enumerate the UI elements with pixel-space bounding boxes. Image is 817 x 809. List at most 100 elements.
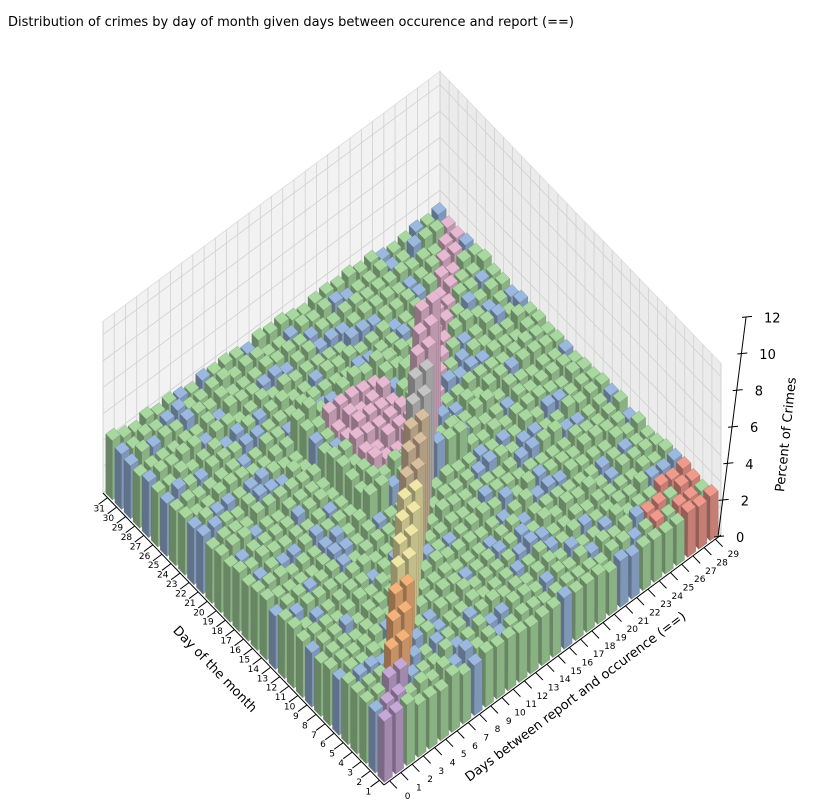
x-tick [279, 685, 290, 694]
x-tick-label: 24 [157, 571, 169, 581]
y-tick [591, 630, 600, 639]
x-tick [270, 676, 281, 684]
x-tick-label: 8 [302, 721, 308, 731]
x-tick-label: 29 [112, 524, 124, 534]
y-tick [625, 605, 634, 614]
y-tick-label: 12 [537, 692, 548, 702]
z-tick [727, 425, 739, 428]
y-tick-label: 26 [694, 575, 706, 585]
x-tick [170, 572, 181, 581]
y-tick-label: 23 [660, 600, 671, 610]
x-tick-label: 20 [193, 608, 205, 618]
y-tick [636, 597, 645, 606]
y-tick-label: 1 [416, 784, 422, 794]
x-tick-label: 3 [347, 769, 353, 779]
x-tick [234, 638, 244, 647]
x-tick-label: 15 [239, 655, 250, 665]
x-tick [161, 563, 172, 571]
ticks: 1234567891011121314151617181920212223242… [94, 311, 781, 801]
y-tick [512, 688, 521, 698]
y-tick-label: 18 [604, 642, 616, 652]
y-tick [389, 780, 398, 789]
x-tick [306, 713, 317, 722]
y-tick [501, 697, 510, 706]
y-tick-label: 9 [506, 717, 512, 727]
x-tick-label: 16 [230, 646, 242, 656]
y-tick [524, 680, 533, 689]
bar-series [105, 202, 719, 783]
y-tick [546, 663, 555, 673]
y-tick [658, 580, 667, 589]
y-tick [703, 547, 712, 556]
x-tick-label: 7 [311, 731, 317, 741]
y-tick [580, 638, 589, 648]
z-tick [718, 498, 729, 501]
x-tick-label: 14 [248, 665, 260, 675]
x-tick [288, 695, 299, 703]
x-tick-label: 13 [257, 674, 268, 684]
z-tick-label: 6 [750, 421, 758, 436]
x-tick-label: 10 [284, 703, 296, 713]
x-tick-label: 18 [211, 627, 223, 637]
x-tick-label: 5 [329, 750, 335, 760]
x-tick [261, 666, 271, 675]
x-tick-label: 19 [202, 618, 214, 628]
z-tick-label: 2 [741, 494, 749, 509]
y-tick-label: 14 [559, 675, 571, 685]
x-tick [361, 770, 371, 778]
z-tick-label: 8 [755, 385, 763, 400]
y-tick-label: 10 [514, 709, 526, 719]
x-tick-label: 28 [121, 533, 133, 543]
y-tick-label: 11 [525, 700, 536, 710]
x-tick-label: 25 [148, 561, 159, 571]
bar [114, 441, 130, 510]
y-tick [400, 772, 409, 781]
y-tick-label: 8 [495, 725, 501, 735]
y-tick-label: 6 [472, 742, 478, 752]
x-tick [125, 525, 136, 534]
x-tick-label: 11 [275, 693, 286, 703]
y-tick [490, 705, 499, 714]
grid-line [102, 189, 722, 483]
z-tick-label: 4 [745, 458, 753, 473]
y-tick [613, 613, 622, 623]
x-tick [243, 648, 253, 656]
chart-title: Distribution of crimes by day of month g… [8, 15, 574, 30]
z-tick [732, 389, 743, 392]
y-tick [692, 555, 701, 564]
y-tick [411, 763, 420, 773]
x-tick [188, 591, 199, 599]
z-tick [741, 315, 753, 318]
y-tick [557, 655, 566, 664]
grid-line [102, 136, 722, 430]
y-tick-label: 16 [582, 659, 594, 669]
bar [377, 708, 393, 783]
z-tick [723, 462, 734, 465]
x-tick-label: 21 [184, 599, 195, 609]
x-tick-label: 26 [139, 552, 151, 562]
y-tick-label: 13 [548, 684, 559, 694]
z-tick-label: 12 [764, 311, 781, 326]
x-tick [179, 582, 190, 590]
y-tick-label: 29 [728, 550, 740, 560]
x-tick-label: 17 [220, 637, 231, 647]
y-tick-label: 24 [671, 592, 683, 602]
y-tick-label: 21 [638, 617, 649, 627]
x-tick [252, 657, 262, 665]
x-tick [98, 497, 108, 505]
y-tick-label: 17 [593, 650, 604, 660]
y-tick [467, 722, 476, 731]
x-tick [197, 600, 208, 609]
x-tick [370, 779, 380, 788]
y-tick-label: 0 [405, 792, 411, 802]
z-tick [713, 535, 725, 538]
x-tick-label: 9 [293, 712, 299, 722]
x-tick [315, 723, 326, 731]
grid-line [102, 84, 722, 377]
y-tick-label: 20 [627, 625, 639, 635]
x-tick-label: 30 [103, 514, 115, 524]
y-tick-label: 28 [716, 559, 728, 569]
x-tick [116, 516, 126, 524]
y-tick [602, 622, 611, 631]
